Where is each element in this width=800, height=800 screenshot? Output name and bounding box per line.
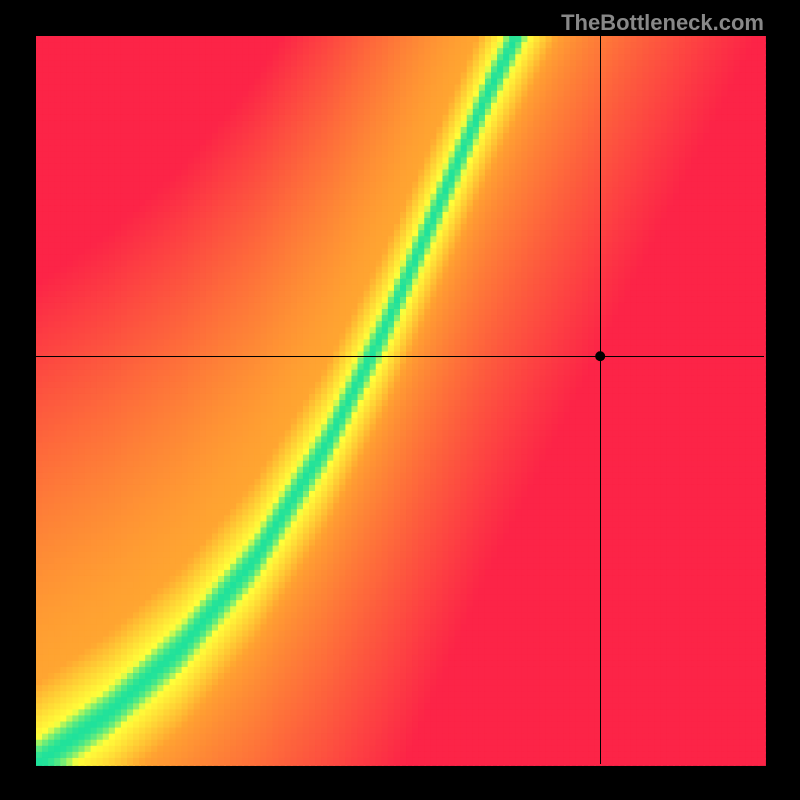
crosshair-overlay xyxy=(0,0,800,800)
chart-container: { "watermark": { "text": "TheBottleneck.… xyxy=(0,0,800,800)
watermark-text: TheBottleneck.com xyxy=(561,10,764,36)
